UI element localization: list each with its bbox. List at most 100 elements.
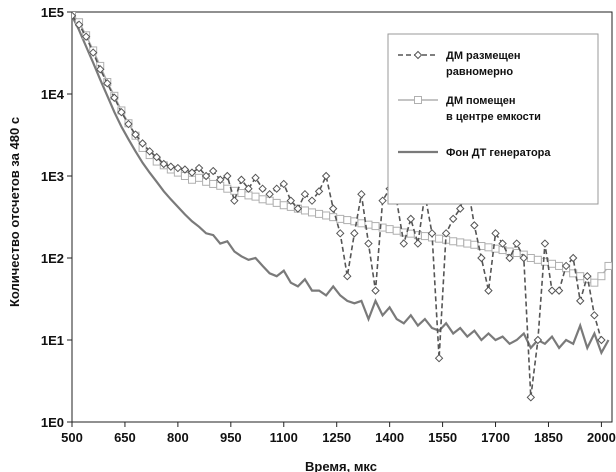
data-point [173, 163, 183, 173]
data-point [519, 253, 528, 263]
data-point [300, 189, 310, 199]
data-point [533, 335, 543, 345]
series-1 [72, 12, 606, 402]
legend-item-1: ДМ размещен равномерно [398, 50, 521, 78]
data-point [251, 192, 260, 201]
data-point [427, 229, 437, 238]
y-tick-label: 1E1 [41, 333, 64, 348]
data-point [265, 189, 274, 199]
series-layer [72, 12, 612, 402]
data-point [371, 286, 380, 295]
data-point [293, 204, 303, 213]
data-point [456, 204, 465, 213]
x-tick-label: 950 [220, 430, 242, 445]
data-point [159, 159, 168, 169]
data-point [258, 195, 267, 204]
data-point [258, 184, 267, 193]
data-point [604, 261, 612, 270]
data-point [187, 168, 197, 177]
data-point [576, 296, 585, 306]
legend-item-3: Фон ДТ генератора [398, 147, 551, 159]
data-point [336, 214, 345, 223]
data-point [568, 253, 578, 263]
legend-box [387, 33, 599, 205]
legend-label: Фон ДТ генератора [446, 147, 551, 159]
x-tick-label: 1400 [375, 430, 404, 445]
data-point [385, 225, 394, 234]
data-point [491, 229, 500, 238]
data-point [554, 286, 564, 295]
data-point [343, 271, 352, 281]
data-point [145, 147, 154, 156]
data-point [251, 173, 260, 183]
data-point [512, 239, 521, 248]
data-point [413, 239, 423, 248]
series-3 [72, 15, 610, 356]
data-point [576, 272, 585, 281]
y-tick-label: 1E3 [41, 169, 64, 184]
legend-label: ДМ помещен [446, 95, 516, 107]
x-tick-label: 1550 [428, 430, 457, 445]
data-point [456, 238, 465, 247]
data-point [244, 191, 253, 200]
data-point [96, 65, 105, 74]
data-point [526, 254, 535, 262]
data-point [357, 219, 366, 228]
data-point [540, 239, 550, 248]
data-point [188, 175, 196, 184]
data-point [315, 209, 324, 218]
x-tick-label: 1700 [481, 430, 510, 445]
data-point [399, 239, 408, 248]
data-point [286, 196, 296, 205]
x-axis-label: Время, мкс [305, 459, 377, 472]
data-point [308, 208, 316, 217]
data-point [81, 32, 91, 41]
data-point [223, 184, 232, 193]
legend: ДМ размещен равномерно ДМ помещен в центре … [387, 33, 599, 205]
series-line [72, 15, 603, 398]
data-point [561, 261, 571, 271]
legend-label: ДМ размещен [446, 50, 521, 62]
data-point [357, 189, 366, 199]
data-point [548, 259, 556, 268]
data-point [371, 222, 380, 231]
x-axis-ticks: 500 650 800 950 1100 1250 1400 1550 1700 1850 2000 [61, 422, 616, 445]
x-tick-label: 1850 [534, 430, 563, 445]
data-point [547, 286, 557, 295]
data-point [484, 243, 493, 252]
data-point [378, 196, 387, 205]
data-point [477, 253, 486, 263]
data-point [72, 12, 77, 20]
data-point [406, 229, 415, 238]
data-point [216, 175, 225, 184]
x-tick-label: 1250 [322, 430, 351, 445]
data-point [314, 187, 324, 196]
data-point [597, 335, 606, 345]
data-point [223, 171, 232, 181]
legend-label: в центре емкости [446, 111, 541, 123]
data-point [88, 48, 98, 57]
data-point [194, 163, 204, 173]
data-point [209, 179, 218, 188]
data-point [498, 239, 507, 248]
data-point [124, 119, 133, 129]
data-point [195, 173, 204, 182]
data-point [208, 166, 218, 176]
y-tick-label: 1E4 [41, 87, 65, 102]
x-tick-label: 2000 [587, 430, 616, 445]
data-point [406, 214, 416, 224]
data-point [230, 196, 239, 205]
x-tick-label: 500 [61, 430, 83, 445]
data-point [201, 171, 211, 181]
data-point [435, 234, 444, 243]
data-point [336, 229, 345, 238]
data-point [470, 221, 479, 230]
data-point [448, 214, 458, 224]
data-point [117, 107, 126, 117]
y-tick-label: 1E5 [41, 5, 64, 20]
data-point [420, 232, 429, 241]
data-point [512, 249, 521, 258]
data-point [166, 162, 176, 171]
data-point [110, 93, 119, 102]
